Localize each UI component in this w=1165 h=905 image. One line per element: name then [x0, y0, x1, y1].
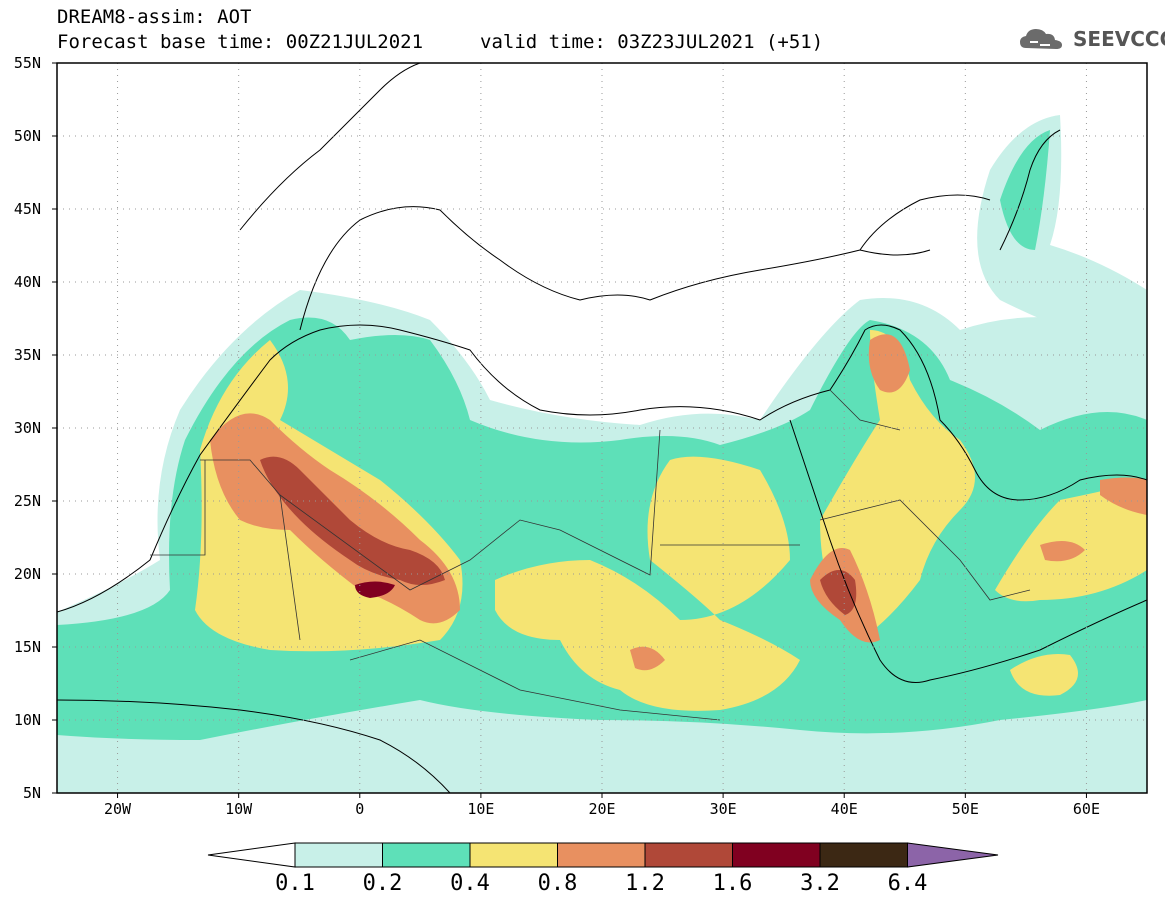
lon-label: 60E	[1072, 800, 1100, 818]
colorbar-label: 6.4	[887, 871, 928, 896]
lat-label: 55N	[13, 54, 41, 72]
lat-label: 15N	[13, 638, 41, 656]
forecast-base-time: Forecast base time: 00Z21JUL2021	[57, 31, 424, 53]
colorbar-label: 0.4	[450, 871, 490, 896]
colorbar-label: 0.2	[362, 871, 403, 896]
lon-label: 0	[355, 800, 365, 818]
aot-fields	[57, 115, 1147, 793]
lon-label: 50E	[951, 800, 979, 818]
lon-label: 20W	[104, 800, 132, 818]
coastlines	[57, 63, 1147, 793]
axis-ticks	[52, 62, 1087, 798]
lon-label: 10E	[467, 800, 495, 818]
cloud-icon	[1020, 29, 1062, 49]
lat-label: 35N	[13, 346, 41, 364]
borders	[150, 389, 1031, 721]
lat-label: 25N	[13, 492, 41, 510]
logo-text: SEEVCCC	[1073, 27, 1165, 51]
lat-label: 20N	[13, 565, 41, 583]
lon-label: 20E	[588, 800, 616, 818]
lat-label: 45N	[13, 200, 41, 218]
aot-level-1.6	[355, 581, 395, 598]
colorbar-label: 3.2	[800, 871, 840, 896]
aot-level-1.2	[260, 456, 857, 615]
lon-label: 40E	[830, 800, 858, 818]
lat-label: 30N	[13, 419, 41, 437]
valid-time: valid time: 03Z23JUL2021 (+51)	[480, 31, 824, 53]
lon-label: 30E	[709, 800, 737, 818]
map-title: DREAM8-assim: AOT	[57, 6, 252, 28]
lat-label: 5N	[22, 784, 41, 802]
lat-label: 40N	[13, 273, 41, 291]
lat-label: 10N	[13, 711, 41, 729]
colorbar-label: 1.2	[625, 871, 665, 896]
colorbar-label: 0.8	[537, 871, 578, 896]
lat-label: 50N	[13, 127, 41, 145]
colorbar-label: 0.1	[275, 871, 315, 896]
colorbar-label: 1.6	[712, 871, 753, 896]
lon-label: 10W	[225, 800, 253, 818]
